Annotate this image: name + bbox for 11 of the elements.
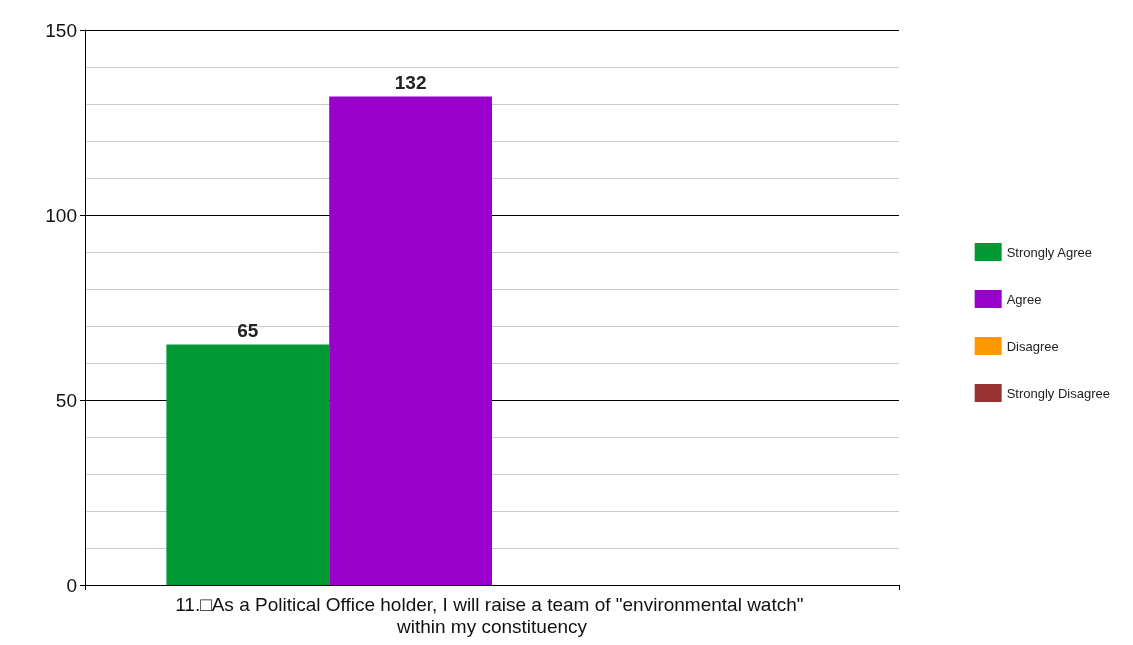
- y-tick-label: 50: [55, 389, 77, 411]
- data-label: 132: [394, 71, 427, 93]
- legend-label: Strongly Disagree: [1006, 385, 1110, 401]
- legend-label: Strongly Agree: [1006, 244, 1092, 260]
- legend-label: Agree: [1006, 291, 1042, 307]
- data-label: 65: [237, 319, 259, 341]
- y-tick-label: 0: [66, 574, 77, 596]
- legend-label: Disagree: [1006, 338, 1059, 354]
- y-tick-label: 100: [45, 204, 77, 226]
- y-tick-label: 150: [45, 19, 77, 41]
- x-tick-label: 11.□As a Political Office holder, I will raise a team of "environmental watch" within my constituency: [175, 593, 809, 637]
